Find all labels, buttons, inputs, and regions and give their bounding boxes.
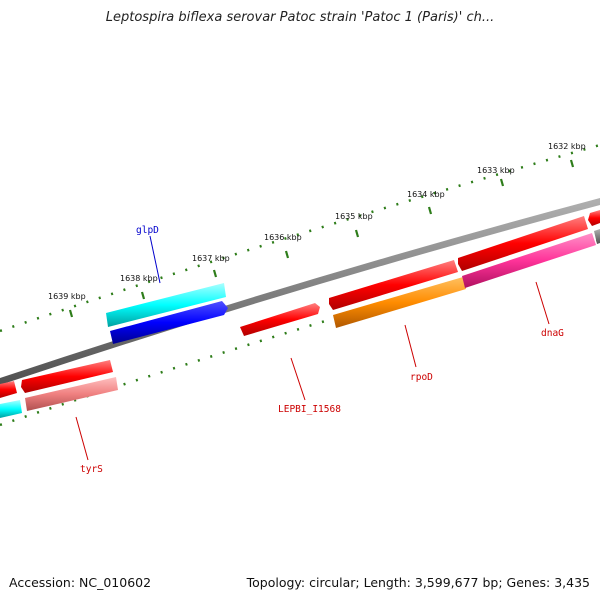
tick-label: 1633 kbp (477, 166, 515, 175)
cds-feature (329, 260, 458, 310)
label-leaders (75, 235, 550, 461)
cds-feature (458, 216, 588, 271)
map-title: Leptospira biflexa serovar Patoc strain … (105, 10, 495, 25)
tick-labels: 1632 kbp 1633 kbp 1634 kbp 1635 kbp 1636… (48, 142, 586, 301)
gene-label-dnaG: dnaG (541, 328, 564, 339)
leader-line (535, 281, 550, 325)
leader-line (149, 235, 161, 284)
leader-line (290, 357, 306, 401)
major-tick (140, 291, 146, 300)
tick-label: 1639 kbp (48, 292, 86, 301)
major-tick (499, 178, 505, 187)
tick-label: 1636 kbp (264, 233, 302, 242)
cds-feature (106, 283, 226, 327)
tick-label: 1637 kbp (192, 254, 230, 263)
gene-label-tyrS: tyrS (80, 464, 103, 475)
gene-labels: glpD LEPBI_I1568 rpoD dnaG tyrS (80, 225, 564, 475)
cds-feature (588, 210, 600, 226)
cds-feature (25, 377, 118, 411)
forward-strand-features (0, 210, 600, 398)
tick-label: 1634 kbp (407, 190, 445, 199)
cds-feature (0, 400, 22, 418)
major-tick (68, 309, 74, 318)
major-tick (212, 269, 218, 278)
leader-line (404, 324, 417, 368)
cds-feature (21, 360, 113, 393)
gene-label-glpD: glpD (136, 225, 159, 236)
major-tick (354, 229, 360, 238)
cds-feature (594, 229, 600, 244)
reverse-strand-features (0, 229, 600, 418)
cds-feature (333, 277, 466, 328)
major-tick (427, 206, 433, 215)
cds-feature (240, 303, 320, 336)
cds-feature (462, 233, 596, 288)
cds-feature (110, 301, 228, 344)
gene-label-LEPBI_I1568: LEPBI_I1568 (278, 404, 341, 415)
tick-label: 1632 kbp (548, 142, 586, 151)
tick-label: 1638 kbp (120, 274, 158, 283)
topology-summary: Topology: circular; Length: 3,599,677 bp… (246, 575, 590, 590)
major-tick (569, 159, 575, 168)
gene-label-rpoD: rpoD (410, 372, 433, 383)
leader-line (75, 416, 89, 461)
major-ticks (68, 159, 575, 318)
genome-backbone (0, 198, 600, 385)
major-tick (284, 250, 290, 259)
tick-label: 1635 kbp (335, 212, 373, 221)
cds-feature (0, 381, 17, 398)
accession-text: Accession: NC_010602 (9, 575, 152, 590)
